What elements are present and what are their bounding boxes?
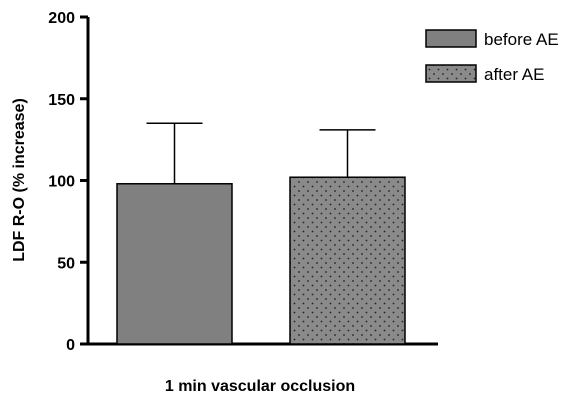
- legend-swatch: [425, 64, 477, 83]
- legend-label: after AE: [484, 65, 544, 84]
- legend-swatch: [425, 29, 477, 48]
- legend-label: before AE: [484, 30, 559, 49]
- y-tick-label: 0: [66, 337, 75, 354]
- y-axis-title: LDF R-O (% increase): [11, 98, 28, 262]
- bar-before-ae: [116, 183, 233, 345]
- y-tick-label: 100: [48, 174, 75, 191]
- y-tick-label: 150: [48, 92, 75, 109]
- x-axis-title: 1 min vascular occlusion: [165, 378, 355, 395]
- y-tick-label: 200: [48, 10, 75, 27]
- y-tick-label: 50: [57, 255, 75, 272]
- bar-after-ae: [289, 176, 406, 345]
